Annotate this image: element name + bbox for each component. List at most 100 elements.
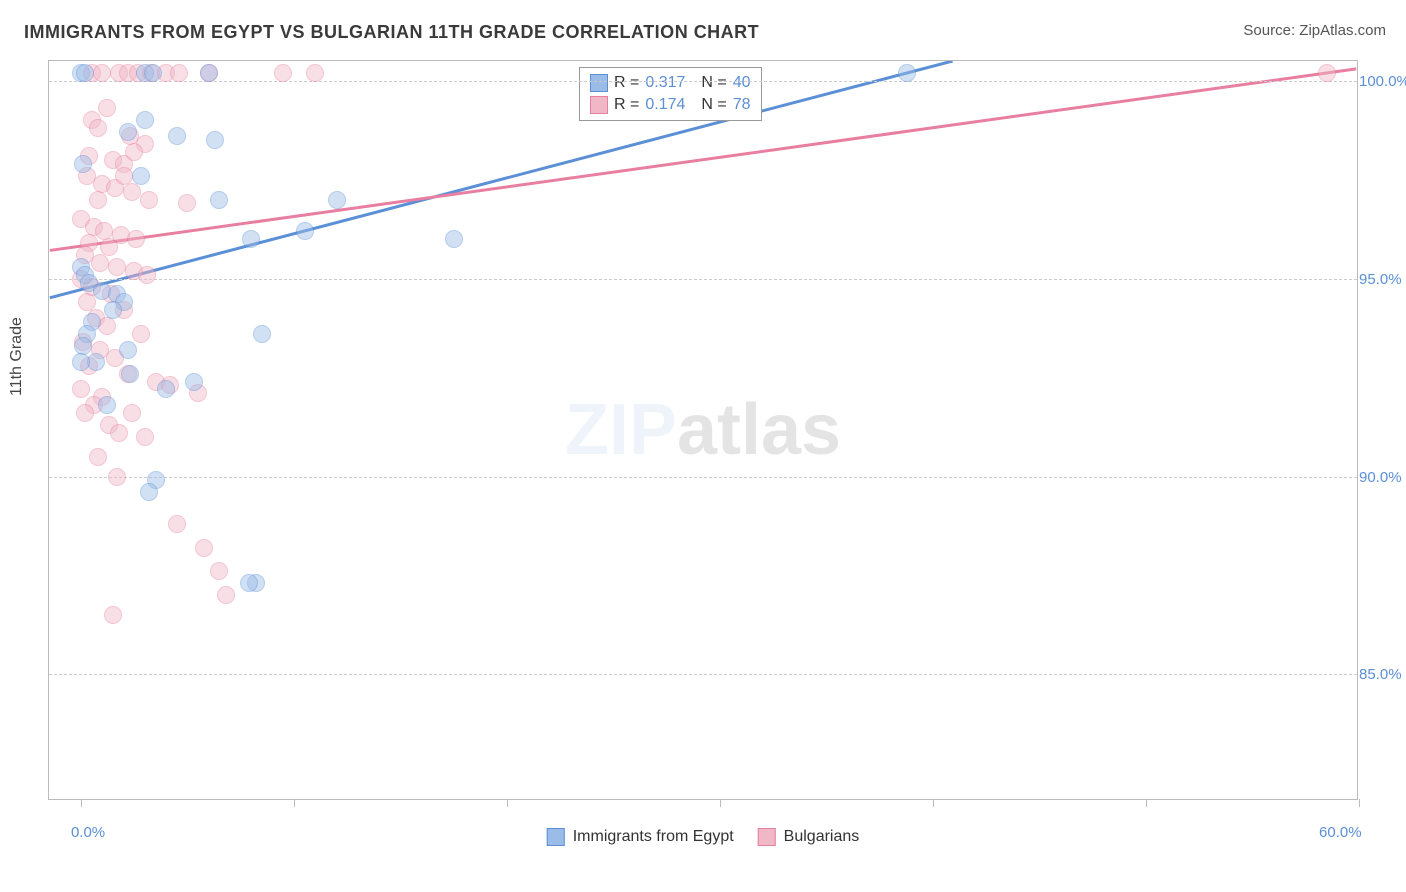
scatter-point [296,222,314,240]
scatter-point [138,266,156,284]
scatter-point [217,586,235,604]
legend-row: R = 0.317 N = 40 [590,72,751,94]
series-legend: Immigrants from Egypt Bulgarians [547,828,860,846]
x-tick [81,799,82,807]
scatter-point [89,191,107,209]
legend-n-label: N = [701,74,726,92]
scatter-point [110,424,128,442]
scatter-point [104,606,122,624]
scatter-point [123,404,141,422]
scatter-point [125,143,143,161]
scatter-point [168,515,186,533]
scatter-point [74,155,92,173]
scatter-point [108,468,126,486]
plot-area: ZIPatlas R =0.317N =40R =0.174N =78 85.0… [48,60,1358,800]
regression-lines [49,61,1357,799]
correlation-legend: R = 0.317 N = 40 R = 0.174 N = 78 [579,67,762,121]
legend-series-name: Bulgarians [784,828,860,846]
scatter-point [121,365,139,383]
scatter-point [274,64,292,82]
scatter-point [115,167,133,185]
scatter-point [140,191,158,209]
legend-r-value: 0.174 [645,96,685,114]
legend-n-value: 78 [733,96,751,114]
scatter-point [178,194,196,212]
scatter-point [140,483,158,501]
scatter-point [91,254,109,272]
x-tick [1146,799,1147,807]
legend-swatch [590,96,608,114]
legend-n-label: N = [701,96,726,114]
gridline [49,477,1357,478]
scatter-point [1318,64,1336,82]
scatter-point [93,64,111,82]
legend-swatch [547,828,565,846]
scatter-point [210,191,228,209]
scatter-point [123,183,141,201]
scatter-point [200,64,218,82]
scatter-point [168,127,186,145]
legend-swatch [758,828,776,846]
x-tick [720,799,721,807]
scatter-point [445,230,463,248]
scatter-point [132,167,150,185]
legend-row: R = 0.174 N = 78 [590,94,751,116]
y-tick-label: 90.0% [1359,469,1406,486]
scatter-point [170,64,188,82]
legend-series-name: Immigrants from Egypt [573,828,734,846]
y-tick-label: 85.0% [1359,666,1406,683]
x-tick [933,799,934,807]
scatter-point [76,404,94,422]
scatter-point [136,111,154,129]
scatter-point [119,123,137,141]
scatter-point [76,64,94,82]
scatter-point [144,64,162,82]
scatter-point [89,119,107,137]
legend-r-label: R = [614,74,639,92]
scatter-point [898,64,916,82]
legend-item: Immigrants from Egypt [547,828,734,846]
scatter-point [72,380,90,398]
scatter-point [72,353,90,371]
scatter-point [306,64,324,82]
source-attribution: Source: ZipAtlas.com [1243,22,1386,39]
legend-swatch [590,74,608,92]
legend-r-value: 0.317 [645,74,685,92]
scatter-point [104,301,122,319]
scatter-point [185,373,203,391]
gridline [49,674,1357,675]
scatter-point [119,341,137,359]
x-tick [1359,799,1360,807]
scatter-point [98,99,116,117]
scatter-point [108,258,126,276]
source-link[interactable]: ZipAtlas.com [1299,22,1386,39]
chart-title: IMMIGRANTS FROM EGYPT VS BULGARIAN 11TH … [24,22,759,43]
scatter-point [210,562,228,580]
y-axis-label: 11th Grade [8,317,26,396]
legend-item: Bulgarians [758,828,860,846]
scatter-point [132,325,150,343]
regression-line [50,61,953,298]
x-tick-label: 0.0% [71,824,105,841]
scatter-point [98,396,116,414]
scatter-point [157,380,175,398]
scatter-point [240,574,258,592]
scatter-point [206,131,224,149]
y-tick-label: 95.0% [1359,271,1406,288]
legend-n-value: 40 [733,74,751,92]
gridline [49,279,1357,280]
x-tick-label: 60.0% [1319,824,1362,841]
scatter-point [195,539,213,557]
y-tick-label: 100.0% [1359,73,1406,90]
x-tick [507,799,508,807]
scatter-point [242,230,260,248]
source-prefix: Source: [1243,22,1299,39]
scatter-point [127,230,145,248]
scatter-point [328,191,346,209]
x-tick [294,799,295,807]
legend-r-label: R = [614,96,639,114]
scatter-point [253,325,271,343]
scatter-point [89,448,107,466]
scatter-point [136,428,154,446]
gridline [49,81,1357,82]
